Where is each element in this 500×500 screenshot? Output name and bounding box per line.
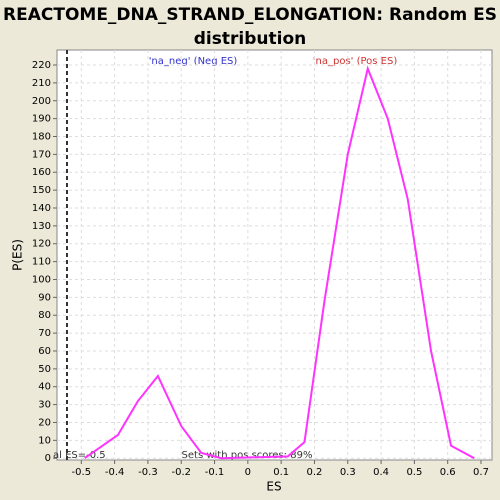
neg-label: 'na_neg' (Neg ES)	[149, 56, 238, 67]
x-axis-label: ES	[266, 480, 281, 494]
y-tick-label: 160	[32, 167, 51, 178]
y-tick-label: 170	[32, 149, 51, 160]
y-tick-label: 40	[38, 382, 51, 393]
x-tick-label: -0.1	[205, 467, 225, 478]
pos-label: 'na_pos' (Pos ES)	[313, 56, 398, 67]
footer: Sets with pos scores: 89%	[182, 450, 313, 461]
x-tick-label: 0.5	[406, 467, 422, 478]
x-tick-label: 0.4	[373, 467, 389, 478]
y-tick-label: 130	[32, 221, 51, 232]
x-tick-label: -0.3	[138, 467, 158, 478]
y-tick-label: 110	[32, 257, 51, 268]
y-tick-label: 0	[45, 453, 51, 464]
y-tick-label: 80	[38, 310, 51, 321]
y-tick-label: 50	[38, 364, 51, 375]
y-tick-label: 100	[32, 274, 51, 285]
x-tick-label: 0.2	[307, 467, 323, 478]
plot-area	[56, 49, 493, 461]
actual-es-label: al ES=-0.5	[53, 450, 106, 461]
x-tick-label: 0.3	[340, 467, 356, 478]
y-tick-label: 200	[32, 96, 51, 107]
y-tick-label: 70	[38, 328, 51, 339]
x-tick-label: -0.5	[72, 467, 92, 478]
y-tick-label: 120	[32, 239, 51, 250]
x-tick-label: -0.4	[105, 467, 125, 478]
y-tick-label: 90	[38, 292, 51, 303]
chart-title: REACTOME_DNA_STRAND_ELONGATION: Random E…	[3, 5, 497, 49]
y-tick-label: 60	[38, 346, 51, 357]
x-tick-label: 0.1	[273, 467, 289, 478]
x-tick-label: -0.2	[171, 467, 191, 478]
y-tick-label: 220	[32, 60, 51, 71]
x-tick-label: 0.7	[473, 467, 489, 478]
y-tick-label: 150	[32, 185, 51, 196]
y-axis-label: P(ES)	[11, 239, 25, 271]
y-tick-label: 140	[32, 203, 51, 214]
y-tick-label: 190	[32, 114, 51, 125]
x-tick-label: 0.6	[440, 467, 456, 478]
series-line	[84, 65, 475, 460]
y-tick-label: 30	[38, 400, 51, 411]
y-tick-label: 20	[38, 417, 51, 428]
y-tick-label: 10	[38, 435, 51, 446]
y-tick-label: 180	[32, 132, 51, 143]
x-tick-label: 0	[245, 467, 251, 478]
y-tick-label: 210	[32, 78, 51, 89]
